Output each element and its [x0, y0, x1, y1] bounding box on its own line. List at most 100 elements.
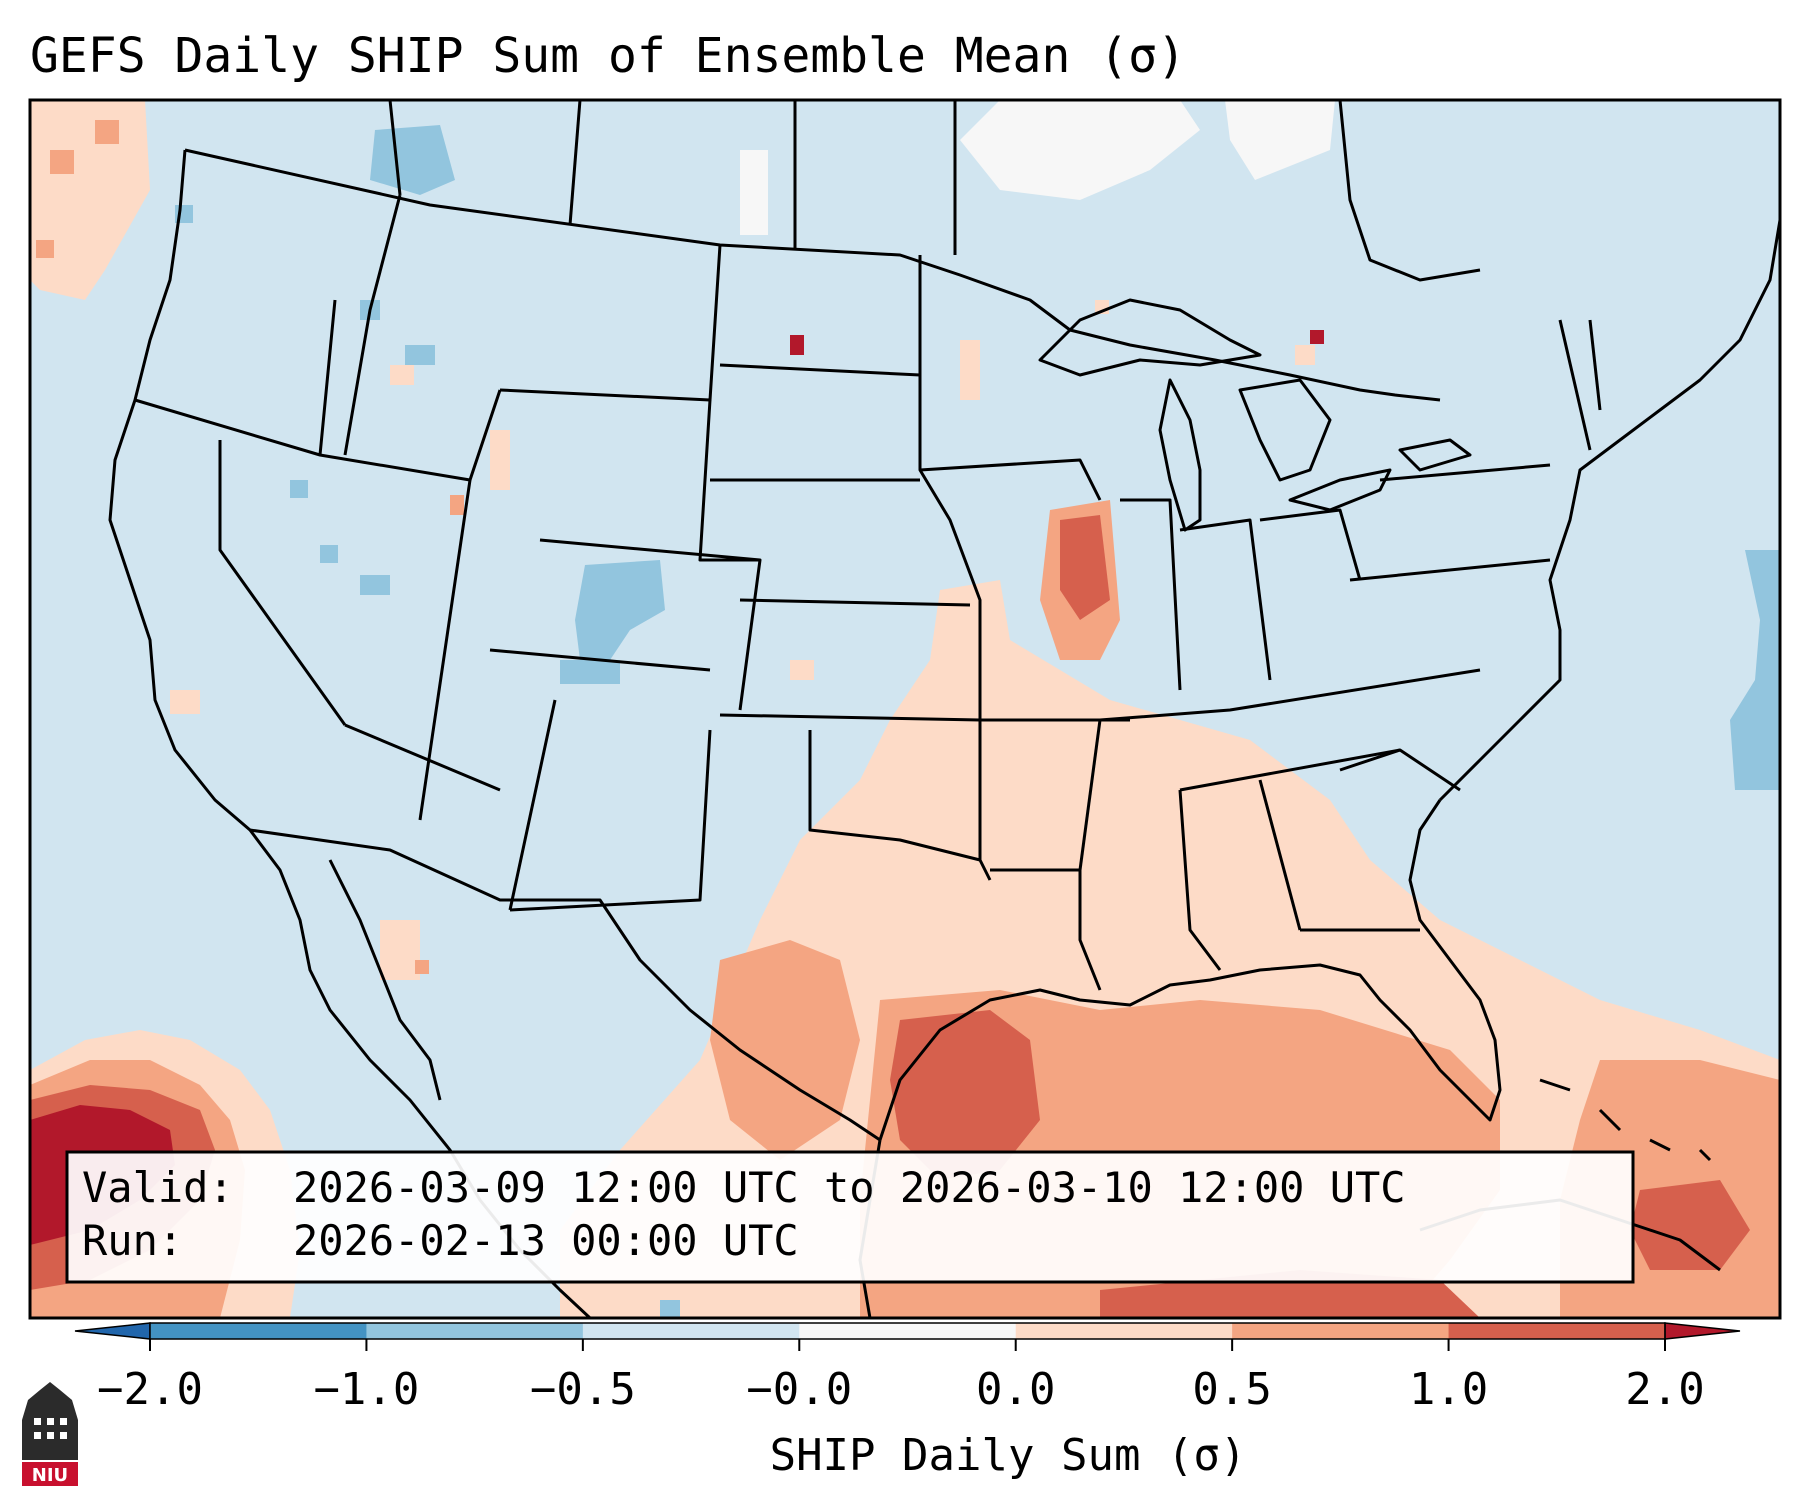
state-border	[508, 699, 557, 911]
info-box: Valid: 2026-03-09 12:00 UTC to 2026-03-1…	[65, 1150, 1635, 1284]
field-pos-cell	[490, 430, 510, 490]
field-neg-cell	[405, 345, 435, 365]
field-neg-cell	[560, 660, 620, 684]
valid-value: 2026-03-09 12:00 UTC to 2026-03-10 12:00…	[293, 1163, 1406, 1212]
state-border	[1259, 508, 1362, 581]
field-pos-nw-cell	[36, 240, 54, 258]
colorbar	[74, 1322, 1741, 1340]
map-panel: Valid: 2026-03-09 12:00 UTC to 2026-03-1…	[30, 100, 1780, 1318]
logo-badge	[22, 1462, 78, 1486]
colorbar-tick-label: 0.0	[976, 1364, 1055, 1415]
field-pos-cell	[450, 495, 464, 515]
map-frame	[28, 98, 1782, 1320]
logo-windows	[34, 1418, 67, 1439]
state-border	[489, 648, 711, 672]
colorbar-tick-label: −2.0	[97, 1364, 203, 1415]
field-pos-cell	[390, 365, 414, 385]
chart-title: GEFS Daily SHIP Sum of Ensemble Mean (σ)	[30, 28, 1186, 84]
field-pos-cell	[1310, 330, 1324, 344]
field-neg-cell	[290, 480, 308, 498]
field-neg-cell	[320, 545, 338, 563]
gulf-coastline	[878, 799, 1502, 1141]
colorbar-segment	[1015, 1323, 1233, 1339]
state-border	[919, 458, 1102, 501]
colorbar-frame	[149, 1322, 1666, 1340]
logo-text: NIU	[32, 1465, 68, 1486]
field-neg-bc	[370, 125, 455, 195]
field-pos-caribbean-high	[1630, 1180, 1750, 1270]
state-border	[539, 538, 761, 562]
canada-border	[1338, 100, 1481, 282]
colorbar-tick-label: 1.0	[1409, 1364, 1488, 1415]
run-value: 2026-02-13 00:00 UTC	[293, 1216, 799, 1265]
state-border	[418, 479, 472, 821]
state-border	[1078, 719, 1102, 871]
baja-coastline	[328, 859, 442, 1101]
field-pos-cell	[790, 335, 804, 355]
colorbar-extend-high	[1664, 1322, 1741, 1340]
state-border	[918, 255, 982, 860]
colorbar-segment	[799, 1323, 1017, 1339]
valid-label: Valid:	[82, 1163, 234, 1212]
state-border	[344, 723, 501, 792]
state-border	[808, 730, 992, 881]
state-border	[1120, 498, 1182, 691]
lake-ontario	[1398, 438, 1472, 472]
field-neutral-north	[960, 100, 1200, 200]
state-border	[1349, 558, 1551, 582]
state-border	[1179, 748, 1401, 792]
canada-border	[568, 100, 582, 226]
state-border	[1099, 668, 1481, 722]
bahamas	[1539, 1078, 1712, 1162]
state-border	[1379, 463, 1551, 482]
lake-huron	[1238, 378, 1332, 482]
field-pos-nw-cell	[95, 120, 119, 144]
state-border	[698, 399, 762, 711]
colorbar-extend-low	[74, 1322, 151, 1340]
field-pos-cell	[415, 960, 429, 974]
colorbar-tick-label: −0.5	[530, 1364, 636, 1415]
colorbar-tick-label: −1.0	[313, 1364, 419, 1415]
state-border	[218, 440, 347, 726]
field-pos-gulf-high	[890, 1010, 1040, 1180]
field-pos-cell	[790, 660, 814, 680]
field-neutral-north-2	[1225, 100, 1335, 180]
field-neg-cell	[660, 1300, 680, 1318]
field-neg-cell	[360, 575, 390, 595]
field-pos-midwest-high	[1060, 515, 1110, 620]
state-border	[739, 598, 971, 607]
colorbar-segment	[150, 1323, 367, 1339]
colorbar-tick-label: −0.0	[746, 1364, 852, 1415]
field-neutral-patch	[740, 150, 768, 235]
colorbar-segment	[1448, 1323, 1666, 1339]
colorbar-segment	[582, 1323, 800, 1339]
colorbar-label: SHIP Daily Sum (σ)	[770, 1430, 1247, 1481]
field-pos-cell	[170, 690, 200, 714]
field-pos-cell	[380, 920, 420, 980]
field-pos-cell	[960, 340, 980, 400]
lake-superior	[1038, 298, 1262, 377]
colorbar-tick-label: 0.5	[1192, 1364, 1271, 1415]
lake-michigan	[1158, 378, 1202, 532]
field-neg-atlantic	[1730, 550, 1780, 790]
state-border	[1179, 518, 1272, 681]
run-label: Run:	[82, 1216, 183, 1265]
field-pos-cell	[1295, 345, 1315, 365]
state-border	[343, 194, 402, 456]
state-border	[1258, 779, 1302, 931]
atlantic-coastline	[1438, 219, 1780, 802]
state-border	[1558, 319, 1592, 451]
state-border	[1178, 789, 1222, 971]
info-box-background	[65, 1150, 1635, 1284]
state-border	[719, 363, 921, 377]
state-border	[719, 713, 981, 722]
us-mexico-border	[249, 828, 881, 1142]
state-border	[1339, 748, 1461, 792]
colorbar-tick-label: 2.0	[1625, 1364, 1704, 1415]
state-border	[509, 729, 712, 912]
colorbar-ticks: −2.0 −1.0 −0.5 −0.0 0.0 0.5 1.0 2.0	[97, 1339, 1705, 1415]
colorbar-segment	[366, 1323, 584, 1339]
state-border	[1588, 319, 1602, 411]
